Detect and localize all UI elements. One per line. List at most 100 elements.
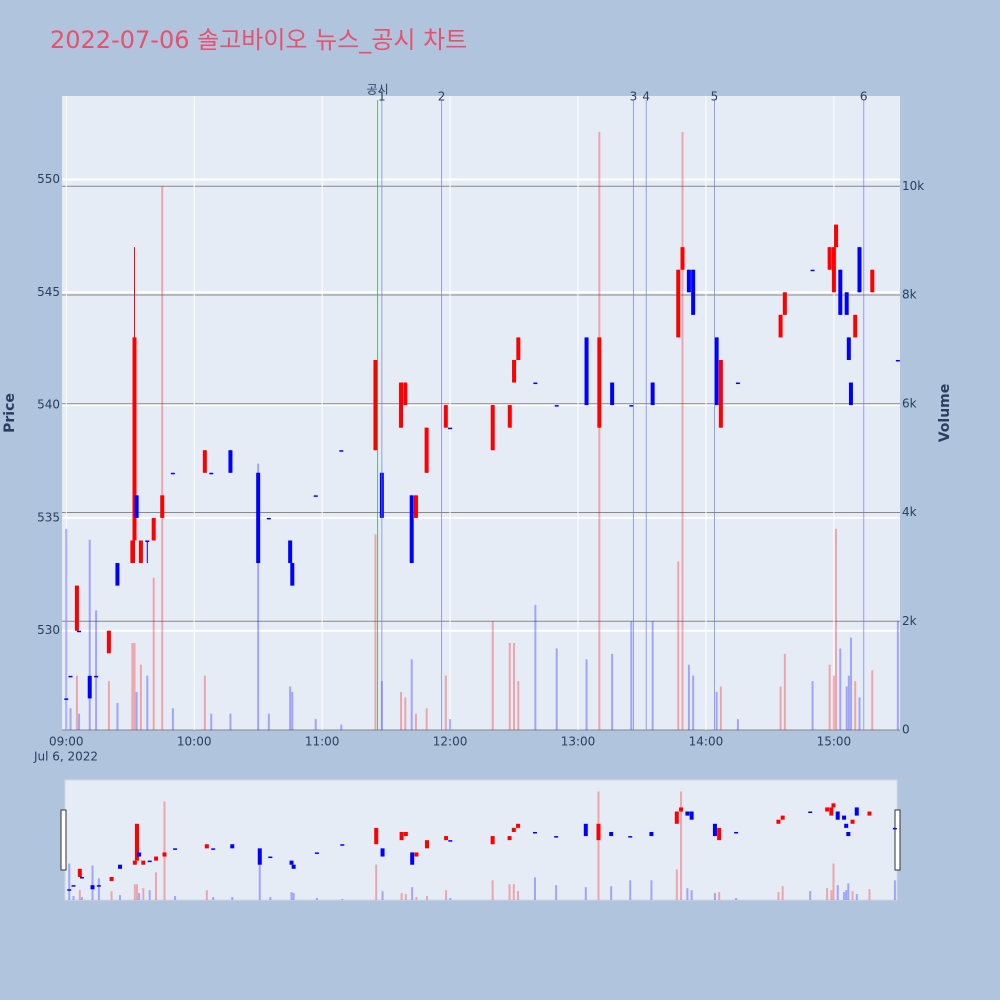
slider-candle bbox=[257, 848, 262, 865]
candle-body bbox=[512, 359, 517, 383]
y-tick-label: 530 bbox=[37, 623, 60, 637]
volume-bar bbox=[517, 681, 520, 730]
slider-candle bbox=[780, 815, 785, 820]
slider-volume-bar bbox=[78, 890, 81, 900]
slider-candle bbox=[380, 848, 385, 857]
slider-candle bbox=[507, 836, 512, 841]
slider-volume-bar bbox=[713, 893, 716, 900]
slider-volume-bar bbox=[832, 863, 835, 900]
slider-candle bbox=[854, 807, 859, 816]
slider-volume-bar bbox=[212, 897, 215, 900]
slider-volume-bar bbox=[610, 886, 613, 900]
candle-body bbox=[409, 495, 414, 564]
slider-candle bbox=[831, 803, 836, 808]
candle-body bbox=[629, 405, 634, 407]
y2-tick-label: 4k bbox=[902, 505, 917, 519]
volume-bar bbox=[400, 691, 403, 730]
candle-body bbox=[266, 517, 271, 520]
volume-bar bbox=[146, 675, 149, 730]
candle-body bbox=[838, 269, 843, 315]
candle-body bbox=[597, 337, 602, 428]
volume-bar bbox=[410, 659, 413, 730]
volume-bar bbox=[534, 604, 537, 730]
slider-candle bbox=[867, 811, 872, 816]
slider-volume-bar bbox=[868, 889, 871, 900]
slider-volume-bar bbox=[205, 890, 208, 900]
candle-body bbox=[151, 517, 156, 541]
candle-body bbox=[686, 269, 691, 293]
x-tick-label: 10:00 bbox=[177, 735, 212, 749]
candle-body bbox=[87, 675, 92, 699]
x-tick-label: 14:00 bbox=[689, 735, 724, 749]
candle-body bbox=[507, 405, 512, 428]
volume-bar bbox=[779, 686, 782, 730]
volume-bar bbox=[687, 664, 690, 730]
volume-bar bbox=[849, 637, 852, 730]
slider-volume-bar bbox=[258, 851, 261, 900]
slider-candle bbox=[649, 831, 654, 837]
event-label: 공시 bbox=[367, 83, 389, 97]
slider-volume-bar bbox=[690, 890, 693, 900]
volume-bar bbox=[585, 659, 588, 730]
candle-body bbox=[895, 359, 900, 362]
candle-body bbox=[857, 247, 862, 293]
slider-volume-bar bbox=[629, 880, 632, 900]
slider-volume-bar bbox=[445, 890, 448, 900]
candle-body bbox=[680, 247, 685, 270]
slider-candle bbox=[399, 831, 404, 841]
slider-volume-bar bbox=[650, 880, 653, 900]
volume-bar bbox=[692, 675, 695, 730]
slider-volume-bar bbox=[830, 890, 833, 900]
slider-candle bbox=[776, 819, 781, 824]
volume-bar bbox=[78, 713, 81, 730]
x-tick-label: 13:00 bbox=[561, 735, 596, 749]
slider-volume-bar bbox=[231, 897, 234, 900]
range-slider[interactable] bbox=[64, 779, 898, 901]
volume-bar bbox=[835, 528, 838, 730]
candle-body bbox=[610, 382, 615, 406]
candle-body bbox=[160, 495, 165, 518]
candle-body bbox=[130, 540, 135, 564]
volume-bar bbox=[847, 675, 850, 730]
slider-handle[interactable] bbox=[60, 809, 67, 871]
y2-tick-label: 6k bbox=[902, 396, 917, 410]
slider-candle bbox=[410, 852, 415, 865]
slider-candle bbox=[403, 831, 408, 837]
candle-body bbox=[834, 224, 839, 248]
slider-candle bbox=[448, 840, 453, 842]
slider-volume-bar bbox=[138, 893, 141, 900]
slider-candle bbox=[109, 876, 114, 882]
slider-handle[interactable] bbox=[894, 809, 901, 871]
candle-body bbox=[714, 337, 719, 406]
slider-volume-bar bbox=[163, 801, 166, 900]
volume-bar bbox=[131, 643, 134, 730]
slider-candle bbox=[516, 823, 521, 828]
volume-bar bbox=[414, 713, 417, 730]
slider-candle bbox=[511, 827, 516, 832]
candle-body bbox=[853, 314, 858, 338]
y-tick-label: 545 bbox=[37, 285, 60, 299]
plot-area bbox=[62, 96, 900, 730]
volume-bar bbox=[314, 719, 317, 730]
slider-candle bbox=[842, 815, 847, 820]
volume-bar bbox=[677, 561, 680, 730]
slider-volume-bar bbox=[597, 791, 600, 900]
slider-volume-bar bbox=[375, 864, 378, 900]
event-label: 5 bbox=[711, 90, 719, 104]
y2-tick-label: 2k bbox=[902, 614, 917, 628]
volume-bar bbox=[107, 681, 110, 730]
volume-bar bbox=[715, 691, 718, 730]
volume-bar bbox=[839, 648, 842, 730]
slider-volume-bar bbox=[680, 791, 683, 900]
candle-body bbox=[145, 540, 150, 542]
slider-candle bbox=[679, 807, 684, 812]
slider-candle bbox=[734, 831, 739, 834]
slider-candle bbox=[230, 844, 235, 849]
candle-body bbox=[373, 359, 378, 451]
slider-candle bbox=[314, 852, 319, 854]
slider-candle bbox=[414, 852, 419, 857]
volume-bar bbox=[832, 675, 835, 730]
candle-body bbox=[533, 382, 538, 385]
y2-tick-label: 8k bbox=[902, 288, 917, 302]
